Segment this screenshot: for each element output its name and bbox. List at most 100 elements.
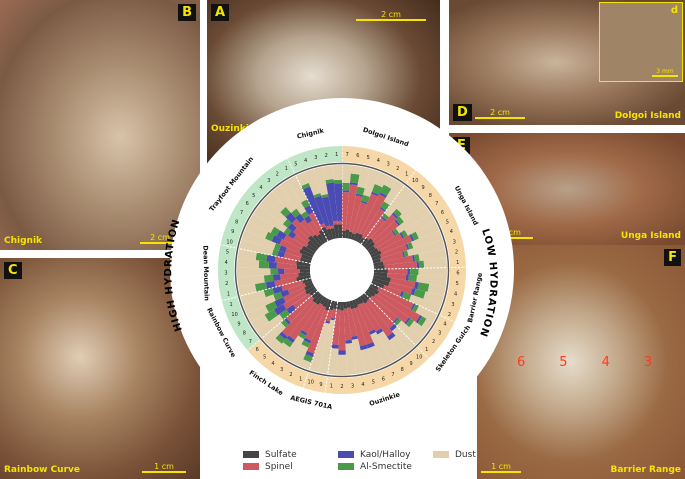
- spot-tick-label: 8: [429, 193, 432, 199]
- bar-segment-kaolhalloy: [349, 182, 358, 186]
- bar-segment-kaolhalloy: [273, 303, 287, 316]
- bar-segment-dust: [383, 175, 397, 189]
- target-divider: [287, 158, 329, 242]
- bar-segment-spinel: [354, 306, 374, 345]
- bar-segment-spinel: [274, 256, 297, 265]
- bar-segment-dust: [415, 221, 440, 239]
- bar-segment-sulfate: [321, 226, 331, 242]
- bar-segment-alsmectite: [280, 319, 289, 328]
- bar-segment-alsmectite: [393, 208, 402, 218]
- bar-segment-alsmectite: [408, 274, 418, 282]
- bar-segment-alsmectite: [301, 340, 311, 348]
- scale-bar: 2 cm: [475, 108, 525, 119]
- bar-segment-kaolhalloy: [409, 234, 415, 242]
- bar-segment-spinel: [293, 293, 312, 309]
- bar-segment-spinel: [388, 282, 413, 295]
- bar-segment-sulfate: [370, 250, 382, 258]
- bar-segment-kaolhalloy: [355, 193, 363, 197]
- bar-segment-sulfate: [300, 253, 313, 261]
- bar-segment-sulfate: [372, 277, 390, 287]
- spot-tick-label: 7: [249, 339, 252, 345]
- bar-segment-dust: [423, 291, 444, 306]
- bar-segment-dust: [244, 221, 269, 239]
- bar-segment-alsmectite: [265, 301, 278, 313]
- bar-segment-kaolhalloy: [402, 251, 406, 258]
- spot-tick-label: 3: [387, 162, 390, 168]
- bar-segment-spinel: [283, 287, 306, 303]
- spot-tick-label: 3: [314, 155, 317, 161]
- bar-segment-spinel: [279, 238, 301, 253]
- bar-segment-spinel: [342, 192, 350, 231]
- bar-segment-spinel: [369, 295, 398, 323]
- hydration-band: [247, 340, 309, 388]
- spot-tick-label: 1: [285, 166, 288, 172]
- bar-segment-sulfate: [372, 258, 381, 264]
- bar-segment-sulfate: [337, 224, 342, 239]
- bar-segment-spinel: [359, 194, 386, 236]
- bar-segment-spinel: [286, 295, 314, 323]
- spot-tick-label: 5: [367, 155, 370, 161]
- legend-swatch: [338, 451, 354, 458]
- bar-segment-kaolhalloy: [366, 341, 375, 349]
- bar-segment-dust: [370, 332, 393, 367]
- legend-swatch: [243, 451, 259, 458]
- spot-tick-label: 7: [391, 372, 394, 378]
- spot-numbers: 6 5 4 3 2: [477, 355, 685, 370]
- bar-segment-dust: [332, 165, 342, 181]
- inset-scale-bar: 3 mm: [652, 68, 678, 77]
- bar-segment-sulfate: [359, 294, 368, 304]
- bar-segment-sulfate: [322, 298, 330, 308]
- bar-segment-sulfate: [312, 234, 323, 247]
- target-divider: [324, 301, 339, 393]
- target-divider: [370, 282, 455, 323]
- bar-segment-sulfate: [352, 299, 359, 309]
- bar-segment-dust: [423, 258, 447, 269]
- bar-segment-sulfate: [299, 248, 314, 258]
- bar-segment-kaolhalloy: [287, 222, 297, 233]
- spot-tick-label: 4: [271, 361, 274, 367]
- spot-tick-label: 7: [435, 201, 438, 207]
- bar-segment-sulfate: [371, 280, 385, 289]
- target-label: Dean Mountain: [201, 245, 210, 301]
- bar-segment-kaolhalloy: [284, 317, 291, 325]
- bar-segment-dust: [357, 166, 371, 189]
- spot-tick-label: 1: [299, 376, 302, 382]
- bar-segment-alsmectite: [301, 199, 311, 209]
- bar-segment-kaolhalloy: [410, 303, 416, 311]
- spot-tick-label: 6: [441, 210, 444, 216]
- bar-segment-sulfate: [371, 254, 382, 261]
- bar-segment-alsmectite: [417, 316, 427, 327]
- bar-segment-kaolhalloy: [295, 213, 305, 224]
- panel-label: Unga Island: [620, 231, 681, 241]
- bar-segment-spinel: [276, 262, 297, 269]
- bar-segment-dust: [256, 314, 284, 339]
- bar-segment-kaolhalloy: [303, 337, 312, 344]
- panel-label: Chignik: [4, 236, 43, 246]
- bar-segment-alsmectite: [300, 182, 311, 190]
- bar-segment-dust: [396, 191, 419, 215]
- legend-label: Dust: [455, 450, 476, 460]
- spot-tick-label: 4: [443, 321, 446, 327]
- bar-segment-spinel: [382, 285, 402, 297]
- bar-segment-sulfate: [302, 277, 312, 284]
- bar-segment-sulfate: [304, 286, 316, 295]
- bar-segment-alsmectite: [280, 206, 291, 218]
- bar-segment-sulfate: [373, 265, 385, 270]
- bar-segment-kaolhalloy: [345, 339, 353, 344]
- spot-tick-label: 8: [243, 331, 246, 337]
- bar-segment-alsmectite: [270, 268, 279, 275]
- bar-segment-alsmectite: [418, 260, 425, 269]
- bar-segment-spinel: [365, 217, 386, 240]
- bar-segment-kaolhalloy: [375, 328, 384, 335]
- bar-segment-spinel: [325, 309, 333, 322]
- panel-letter: D: [453, 104, 472, 121]
- bar-segment-sulfate: [357, 296, 364, 305]
- spot-tick-label: 1: [330, 384, 333, 390]
- panel-c-rainbow-curve: C Rainbow Curve 1 cm: [0, 258, 200, 479]
- scale-bar: 1 cm: [481, 462, 521, 473]
- legend-label: Kaol/Halloy: [360, 450, 411, 460]
- bar-segment-alsmectite: [405, 318, 415, 328]
- bar-segment-spinel: [331, 309, 341, 345]
- bar-segment-alsmectite: [342, 182, 350, 191]
